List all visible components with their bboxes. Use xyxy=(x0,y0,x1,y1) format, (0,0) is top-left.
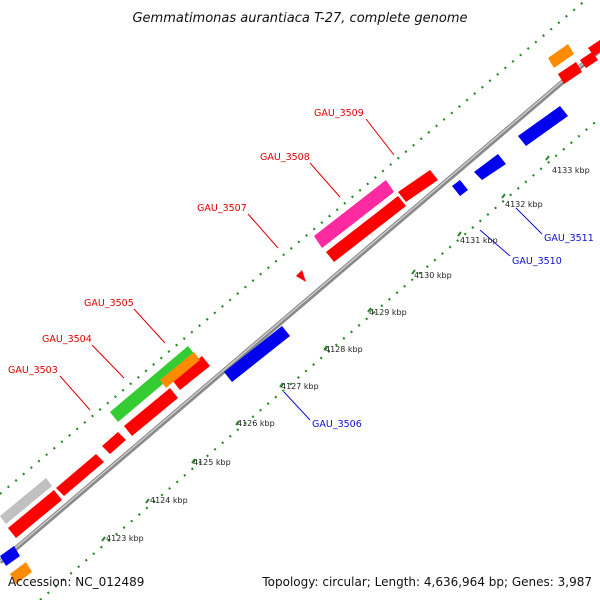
tick-label: 4126 kbp xyxy=(237,419,275,428)
outer-features xyxy=(0,40,600,538)
inner-features xyxy=(0,106,568,584)
gene-label-gau-3506: GAU_3506 xyxy=(312,419,362,430)
forward-gene xyxy=(172,356,210,390)
genome-summary-text: Topology: circular; Length: 4,636,964 bp… xyxy=(261,575,592,589)
tick-label: 4130 kbp xyxy=(414,271,452,280)
gene-label-gau-3509: GAU_3509 xyxy=(314,108,364,119)
tick-labels: 4123 kbp 4124 kbp 4125 kbp 4126 kbp 4127… xyxy=(106,166,590,543)
gene-labels: GAU_3503 GAU_3504 GAU_3505 GAU_3506 GAU_… xyxy=(8,108,594,430)
forward-gene xyxy=(124,388,178,436)
accession-text: Accession: NC_012489 xyxy=(8,575,144,589)
gene-label-gau-3507: GAU_3507 xyxy=(197,203,247,214)
tick-label: 4123 kbp xyxy=(106,534,144,543)
gene-label-gau-3504: GAU_3504 xyxy=(42,334,92,345)
forward-gene xyxy=(580,52,598,68)
gene-label-gau-3510: GAU_3510 xyxy=(512,256,562,267)
other-feature xyxy=(0,478,52,524)
tick-mark xyxy=(367,307,372,313)
green-feature xyxy=(110,346,196,422)
tick-mark xyxy=(101,536,106,542)
tick-mark xyxy=(545,155,550,161)
gene-label-gau-3508: GAU_3508 xyxy=(260,152,310,163)
tick-mark xyxy=(501,193,506,199)
gene-label-gau-3505: GAU_3505 xyxy=(84,298,134,309)
trna-feature xyxy=(160,352,200,388)
forward-gene xyxy=(8,490,62,538)
tick-label: 4131 kbp xyxy=(460,236,498,245)
forward-gene xyxy=(588,40,600,56)
genome-backbone xyxy=(0,48,600,564)
gene-label-gau-3503: GAU_3503 xyxy=(8,365,58,376)
reverse-gene xyxy=(0,546,20,566)
reverse-gene xyxy=(518,106,568,146)
forward-gene xyxy=(102,432,126,454)
tick-label: 4125 kbp xyxy=(193,458,231,467)
gene-label-gau-3511: GAU_3511 xyxy=(544,233,594,244)
tick-label: 4132 kbp xyxy=(505,200,543,209)
forward-gene xyxy=(56,454,104,496)
forward-gene xyxy=(558,62,582,84)
map-title: Gemmatimonas aurantiaca T-27, complete g… xyxy=(132,11,467,26)
tick-mark xyxy=(191,458,196,464)
reverse-gene xyxy=(452,180,468,196)
reverse-gene xyxy=(474,154,506,180)
tick-marks xyxy=(101,155,550,542)
tick-label: 4127 kbp xyxy=(281,382,319,391)
trna-feature xyxy=(548,44,574,68)
label-leaders xyxy=(59,118,543,421)
tick-mark xyxy=(279,382,284,388)
reverse-gene xyxy=(224,326,290,382)
tick-mark xyxy=(411,269,416,275)
outer-dotted-guide xyxy=(0,0,588,495)
tick-mark xyxy=(235,420,240,426)
inner-dotted-guide xyxy=(39,117,600,600)
forward-gene xyxy=(398,170,438,202)
tick-label: 4133 kbp xyxy=(552,166,590,175)
forward-gene xyxy=(326,196,406,262)
highlight-feature xyxy=(314,180,394,248)
tick-mark xyxy=(323,345,328,351)
tick-mark xyxy=(457,231,462,237)
tick-label: 4128 kbp xyxy=(325,345,363,354)
forward-gene xyxy=(296,270,306,282)
tick-label: 4124 kbp xyxy=(150,496,188,505)
tick-mark xyxy=(145,498,150,504)
trna-feature xyxy=(10,562,32,584)
tick-label: 4129 kbp xyxy=(369,308,407,317)
